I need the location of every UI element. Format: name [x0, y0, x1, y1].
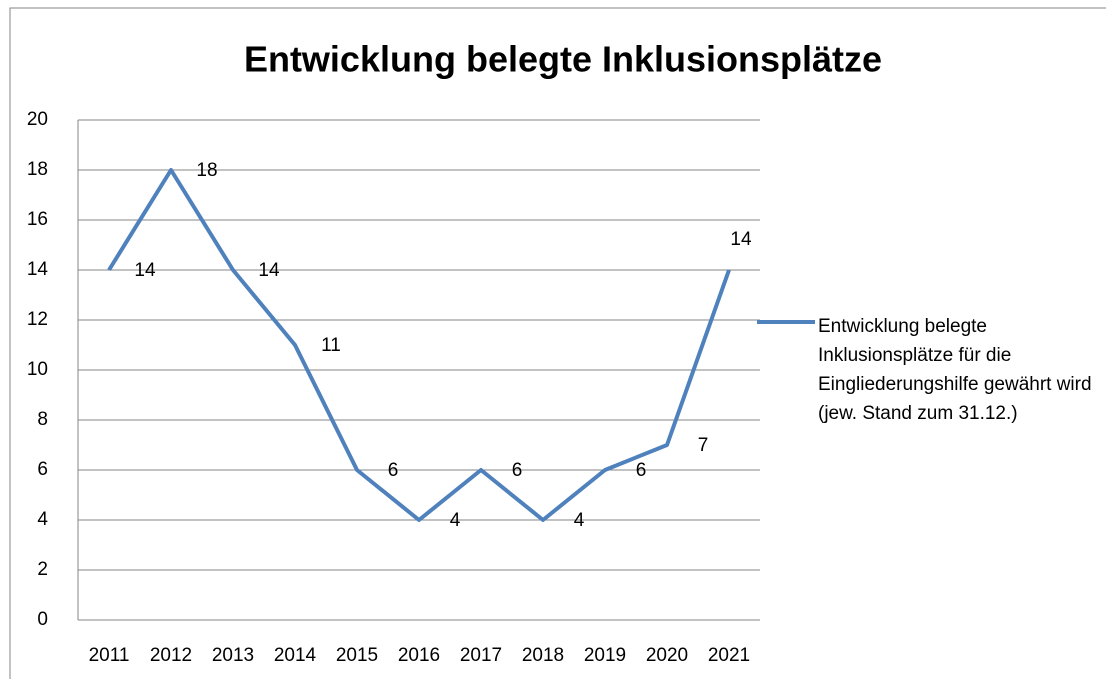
data-label: 11 [321, 335, 341, 356]
legend-label: Entwicklung belegte Inklusionsplätze für… [818, 316, 1092, 424]
x-tick-label: 2015 [336, 645, 378, 666]
data-label: 18 [196, 160, 217, 181]
y-tick-label: 0 [37, 609, 48, 630]
y-tick-label: 12 [27, 309, 48, 330]
y-tick-label: 18 [27, 159, 48, 180]
data-line [107, 168, 731, 522]
y-tick-label: 4 [37, 509, 48, 530]
x-tick-label: 2017 [460, 645, 502, 666]
y-tick-label: 20 [27, 109, 48, 130]
x-tick-label: 2020 [646, 645, 688, 666]
x-tick-label: 2018 [522, 645, 564, 666]
data-label: 6 [636, 460, 647, 481]
x-tick-label: 2013 [212, 645, 254, 666]
chart-frame [9, 7, 1106, 679]
data-label: 7 [698, 435, 709, 456]
y-tick-label: 6 [37, 459, 48, 480]
data-label: 4 [574, 510, 585, 531]
y-tick-label: 16 [27, 209, 48, 230]
x-tick-label: 2016 [398, 645, 440, 666]
y-tick-label: 14 [27, 259, 49, 280]
data-label: 6 [512, 460, 523, 481]
data-label: 14 [134, 260, 156, 281]
data-label: 6 [388, 460, 399, 481]
data-label: 14 [730, 229, 752, 250]
x-tick-label: 2011 [89, 645, 130, 666]
chart-title: Entwicklung belegte Inklusionsplätze [244, 39, 882, 80]
x-tick-label: 2014 [274, 645, 317, 666]
data-label: 14 [258, 260, 280, 281]
x-tick-label: 2019 [584, 645, 626, 666]
y-tick-label: 10 [27, 359, 48, 380]
y-tick-label: 2 [37, 559, 48, 580]
y-tick-label: 8 [37, 409, 48, 430]
data-label: 4 [450, 510, 461, 531]
x-tick-label: 2012 [150, 645, 192, 666]
x-tick-label: 2021 [708, 645, 750, 666]
